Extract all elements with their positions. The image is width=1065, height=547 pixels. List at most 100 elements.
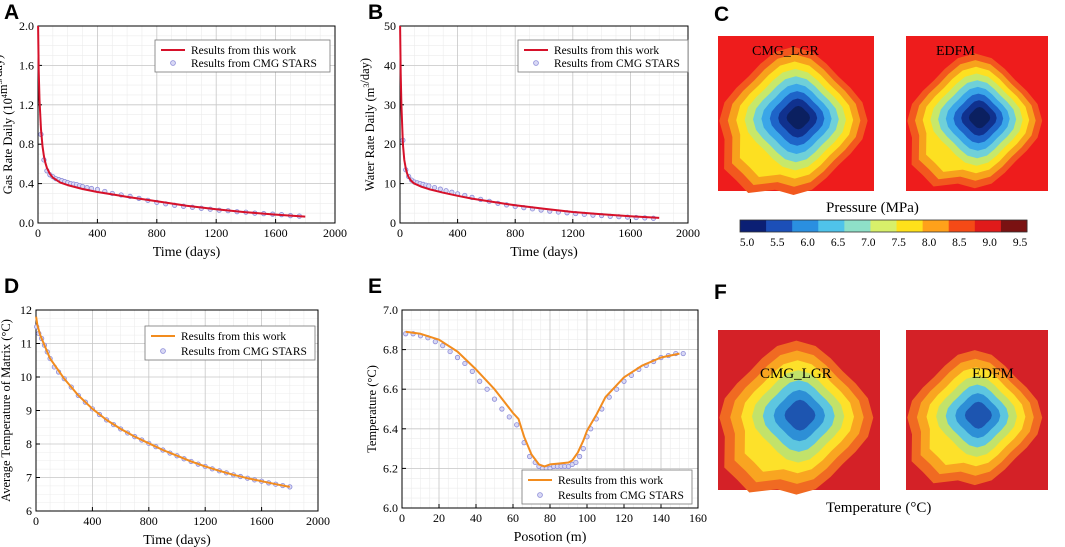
data-point: [447, 348, 453, 355]
y-axis-label: Temperature (°C): [365, 365, 379, 453]
y-axis-label: Average Temperature of Matrix (°C): [0, 319, 13, 502]
y-tick-label: 20: [384, 137, 396, 151]
colorbar-frame: [739, 219, 1028, 233]
y-tick-label: 6.4: [383, 422, 398, 436]
series-this-work-line: [405, 330, 680, 468]
legend-box: [521, 469, 693, 505]
data-point: [621, 378, 627, 384]
x-tick-label: 20: [433, 511, 445, 525]
data-point: [484, 386, 490, 392]
series-this-work-line: [399, 25, 660, 219]
colorbar-tick-label: 5.0: [740, 237, 755, 249]
plot-frame: [401, 309, 699, 509]
data-point: [454, 354, 461, 361]
x-axis-label: Time (days): [510, 245, 578, 260]
colorbar-segment: [948, 220, 976, 232]
plot-frame: [37, 25, 336, 224]
y-tick-label: 6.0: [383, 501, 398, 515]
legend-box: [517, 39, 689, 73]
y-tick-label: 6: [26, 504, 32, 518]
data-point: [499, 406, 505, 412]
y-tick-label: 0: [390, 216, 396, 230]
x-tick-label: 40: [470, 511, 482, 525]
y-tick-label: 11: [20, 337, 32, 351]
contour-band: [968, 107, 991, 129]
colorbar-segment: [922, 220, 950, 232]
x-axis-label: Time (days): [143, 533, 211, 547]
contour-band: [786, 105, 810, 130]
x-tick-label: 2000: [676, 226, 700, 240]
contour-band: [784, 399, 816, 431]
y-tick-label: 1.2: [19, 98, 34, 112]
legend-label-this-work: Results from this work: [554, 45, 659, 57]
data-point: [440, 343, 446, 349]
colorbar-tick-label: 8.0: [922, 237, 937, 249]
pressure-colorbar: 5.0 5.5 6.0 6.5 7.0 7.5 8.0 8.5 9.0 9.5: [739, 219, 1028, 249]
y-tick-label: 40: [384, 58, 396, 72]
colorbar-segment: [792, 220, 819, 232]
x-tick-label: 100: [578, 511, 596, 525]
plot-frame: [35, 309, 319, 512]
y-tick-label: 6.2: [383, 461, 398, 475]
y-tick-label: 1.6: [19, 58, 34, 72]
colorbar-segment: [844, 220, 871, 232]
data-point: [491, 396, 498, 402]
colorbar-segment: [1000, 220, 1028, 232]
x-tick-label: 160: [689, 511, 707, 525]
legend-marker-swatch: [160, 348, 166, 354]
y-tick-label: 50: [384, 19, 396, 33]
x-tick-label: 400: [83, 514, 101, 528]
colorbar-tick-label: 9.5: [1013, 237, 1028, 249]
y-tick-label: 8: [26, 437, 32, 451]
series-this-work-line: [35, 316, 290, 488]
x-tick-label: 1600: [264, 226, 288, 240]
y-tick-label: 7.0: [383, 303, 398, 317]
data-point: [514, 422, 520, 428]
x-tick-label: 120: [615, 511, 633, 525]
data-point: [462, 360, 468, 367]
colorbar-segment: [740, 220, 767, 232]
colorbar-segment: [818, 220, 845, 232]
x-tick-label: 0: [35, 226, 41, 240]
x-tick-label: 140: [652, 511, 670, 525]
colorbar-tick-label: 7.5: [891, 237, 906, 249]
x-tick-label: 2000: [306, 514, 330, 528]
y-tick-label: 9: [26, 404, 32, 418]
legend-label-cmg: Results from CMG STARS: [181, 346, 307, 358]
x-tick-label: 1200: [193, 514, 217, 528]
plot-frame: [399, 25, 689, 224]
x-tick-label: 0: [397, 226, 403, 240]
legend-label-cmg: Results from CMG STARS: [191, 58, 317, 70]
y-axis-label: Gas Rate Daily (104m3/day): [0, 55, 15, 195]
y-tick-label: 7: [26, 471, 32, 485]
colorbar-tick-label: 8.5: [952, 237, 967, 249]
colorbar-segment: [896, 220, 924, 232]
data-point: [580, 445, 586, 452]
temperature-map-label: Temperature (°C): [826, 500, 932, 516]
data-point: [606, 394, 612, 400]
x-tick-label: 60: [507, 511, 519, 525]
legend-marker-swatch: [533, 60, 539, 66]
data-point: [506, 414, 512, 420]
colorbar-segment: [974, 220, 1002, 232]
legend-label-this-work: Results from this work: [558, 475, 663, 487]
x-tick-label: 0: [33, 514, 39, 528]
colorbar-segment: [766, 220, 793, 232]
legend-marker-swatch: [170, 60, 176, 66]
x-axis-label: Time (days): [153, 245, 221, 260]
y-tick-label: 6.6: [383, 382, 398, 396]
y-tick-label: 6.8: [383, 343, 398, 357]
colorbar-tick-label: 6.0: [800, 237, 815, 249]
legend-marker-swatch: [537, 492, 543, 498]
panel-label-f: F: [714, 281, 727, 304]
pressure-map-left-title: CMG_LGR: [752, 44, 819, 59]
panel-label-e: E: [368, 275, 383, 298]
colorbar-tick-label: 5.5: [770, 237, 785, 249]
x-tick-label: 800: [148, 226, 166, 240]
